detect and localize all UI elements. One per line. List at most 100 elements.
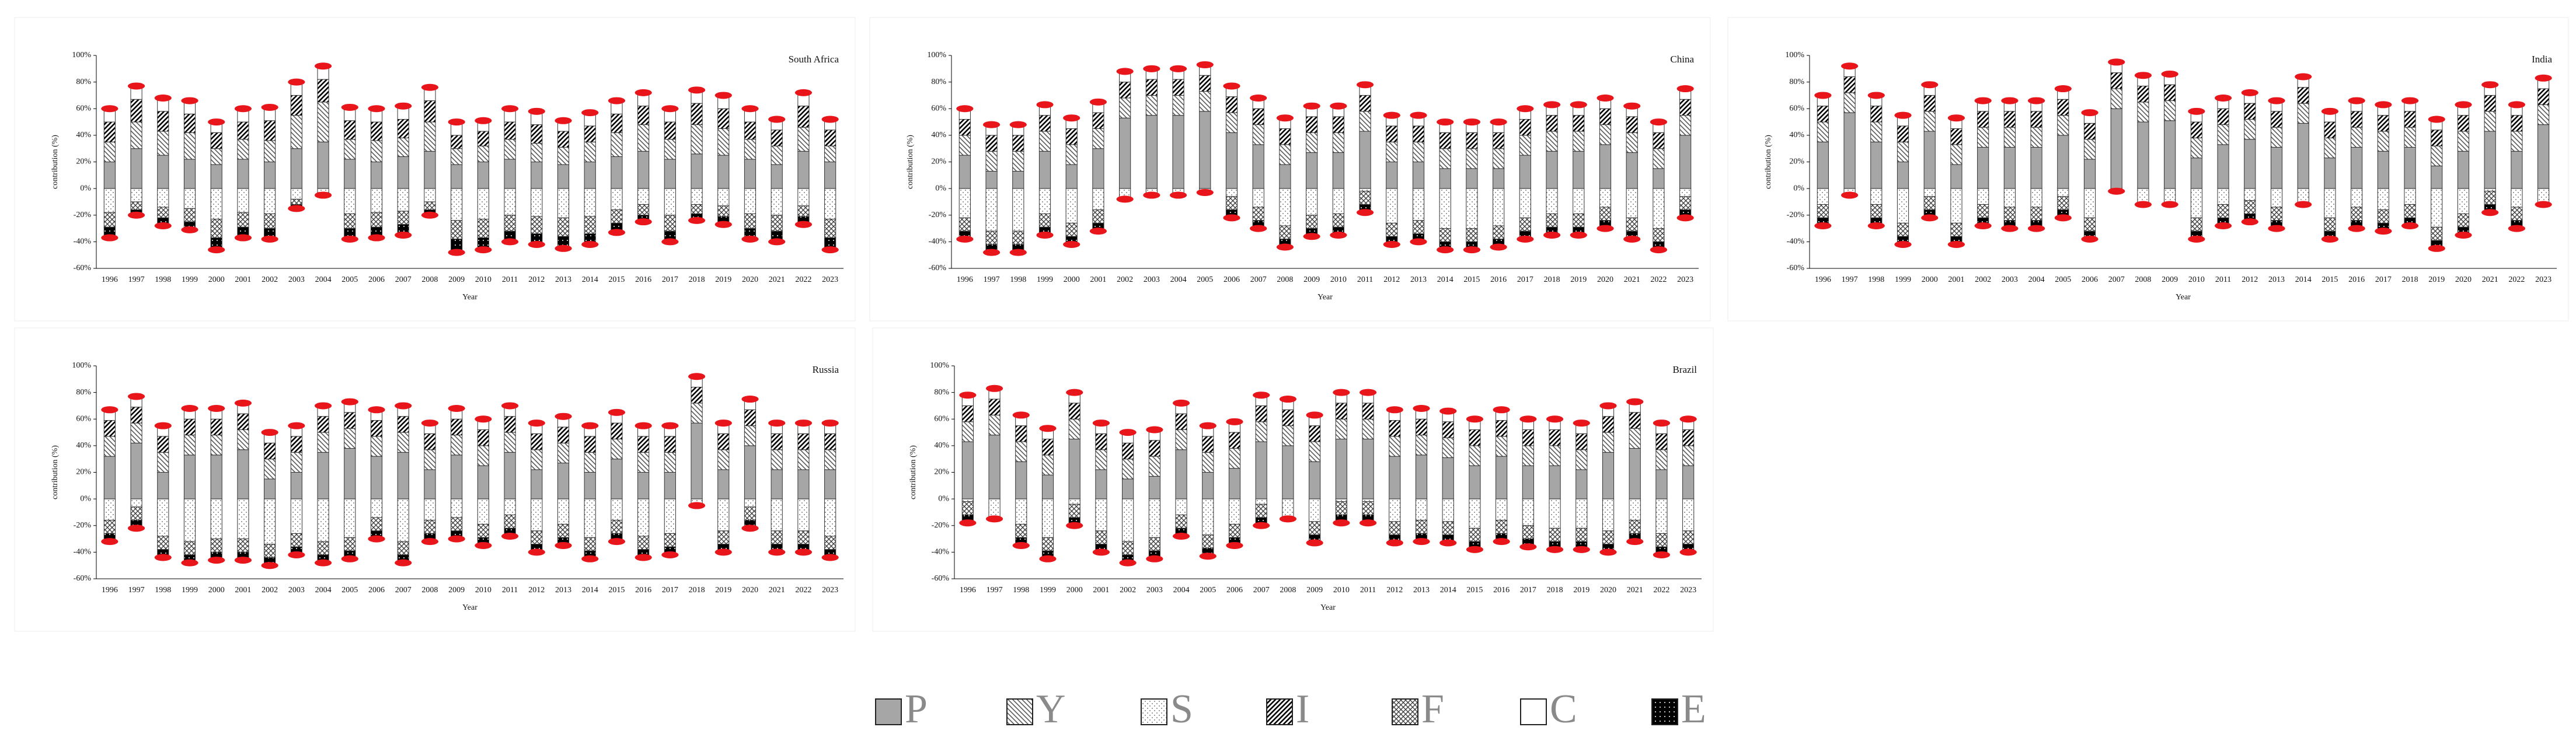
bar-segment [2270,111,2283,128]
bar-segment [1412,141,1425,162]
bar-segment [424,151,436,189]
total-cap [1143,191,1160,199]
bar-segment [1255,405,1267,422]
bar-segment [1012,188,1024,232]
bar-segment [1977,188,1989,205]
bar-segment [797,433,810,450]
bar-segment [717,449,730,470]
total-cap [821,554,839,561]
total-cap [1066,522,1083,529]
total-cap [421,83,439,91]
bar-segment [1923,188,1936,197]
bar-segment [210,539,222,553]
bar-segment [1041,498,1054,538]
total-cap [1306,411,1323,419]
total-cap [1253,522,1270,529]
bar-segment [1653,132,1665,149]
bar-segment [1469,527,1481,542]
bar-segment [1817,188,1829,205]
total-cap [421,420,439,427]
bar-segment [2003,146,2016,189]
bar-segment [1599,188,1612,208]
legend-label: C [1550,687,1577,732]
bar-segment [2324,137,2336,159]
bar-segment [1522,445,1534,466]
total-cap [1039,425,1057,432]
bar-segment [183,418,196,436]
bar-segment [1629,428,1641,449]
bar-segment [2377,151,2389,189]
bar-segment [397,541,409,555]
bar-segment [2297,87,2309,104]
total-cap [2428,116,2445,123]
total-cap [1517,235,1534,243]
x-tick-label: 1998 [1868,275,1884,284]
total-cap [768,238,786,246]
bar-segment [157,436,169,453]
y-axis-label: contribution (%) [909,445,918,499]
bar-segment [985,135,998,152]
bar-segment [1038,188,1051,214]
bar-segment [1199,111,1211,189]
x-tick-label: 2010 [1333,586,1350,595]
total-cap [768,420,786,427]
total-cap [208,246,225,254]
y-tick-label: 80% [76,388,91,397]
bar-segment [317,416,329,433]
bar-segment [1228,498,1241,525]
bar-segment [290,533,302,547]
bar-segment [1122,478,1134,499]
total-cap [1439,539,1457,547]
x-tick-label: 2019 [1570,275,1587,284]
bar-segment [664,159,676,189]
bar-segment [1335,418,1347,439]
bar-segment [1573,188,1585,214]
bar-segment [958,188,971,218]
x-tick-label: 2011 [2215,275,2231,284]
bar-segment [2324,188,2336,218]
bar-segment [1496,420,1508,437]
bar-segment [2511,188,2523,208]
bar-segment [717,530,730,545]
x-tick-label: 2017 [662,586,678,595]
total-cap [181,226,198,233]
bar-segment [157,188,169,208]
total-cap [714,548,732,556]
x-tick-label: 2015 [608,586,625,595]
total-cap [982,121,1001,128]
x-tick-label: 1998 [155,275,171,284]
bar-segment [584,537,596,551]
total-cap [341,103,358,111]
x-tick-label: 2014 [1437,275,1453,284]
bar-segment [1175,449,1187,499]
total-cap [2375,228,2392,235]
x-tick-label: 2002 [262,275,278,284]
bar-segment [477,219,489,239]
total-cap [1570,101,1587,109]
bar-segment [664,533,676,547]
y-tick-label: 60% [76,414,91,423]
bar-segment [637,436,650,453]
bar-segment [1496,436,1508,457]
bar-segment [1095,433,1107,450]
x-tick-label: 2021 [769,275,785,284]
bar-segment [210,498,222,540]
bar-segment [1602,498,1615,532]
bar-segment [451,164,463,189]
bar-segment [1252,207,1264,221]
x-tick-label: 2007 [2108,275,2125,284]
bar-segment [1496,456,1508,499]
legend-swatch [1520,698,1547,725]
bar-segment [637,151,650,189]
bar-segment [1225,112,1238,133]
chart-title: India [2532,54,2552,65]
bar-segment [2083,159,2096,189]
total-cap [1303,233,1320,240]
x-tick-label: 2008 [1280,586,1296,595]
bar-segment [1469,465,1481,499]
bar-segment [103,520,116,534]
x-tick-label: 1996 [960,586,976,595]
bar-segment [2431,226,2443,241]
bar-segment [397,156,409,189]
total-cap [1894,111,1912,119]
